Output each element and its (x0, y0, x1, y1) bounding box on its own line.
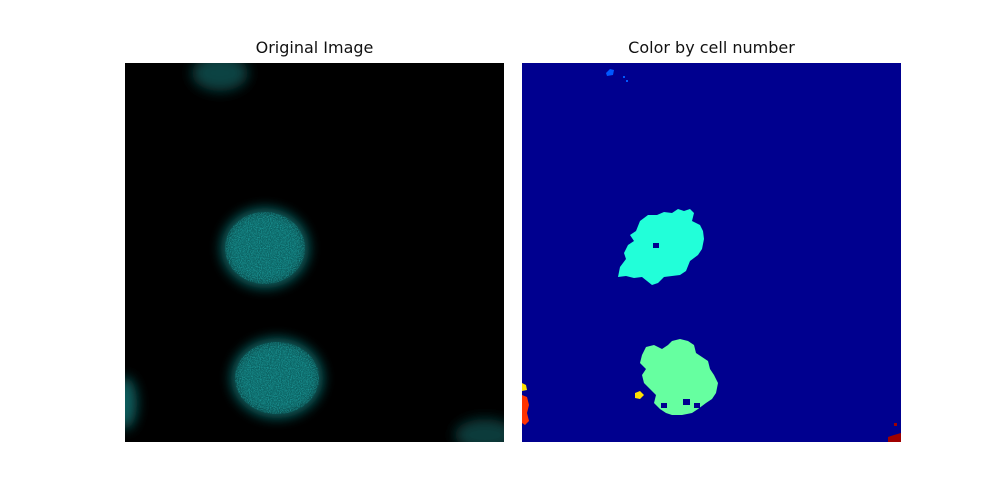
label-image-canvas (522, 63, 901, 442)
label-hole-2 (661, 403, 667, 408)
label-hole (653, 243, 659, 248)
cell-left-edge (125, 377, 137, 429)
label-speck-darkred (894, 423, 897, 426)
label-hole-3 (683, 399, 690, 405)
original-image-canvas (125, 63, 504, 442)
label-speck-blue (623, 76, 625, 78)
label-cell-cyan (618, 209, 704, 285)
label-cell-yellow-edge (522, 383, 527, 391)
cell-lower (231, 338, 323, 418)
original-image-title: Original Image (255, 38, 374, 57)
label-cell-green (640, 339, 718, 415)
label-image (522, 63, 901, 442)
label-cell-darkred (888, 433, 901, 442)
cell-middle (221, 208, 309, 288)
cell-number-title: Color by cell number (628, 38, 795, 57)
label-hole-4 (694, 403, 700, 408)
label-cell-blue (606, 69, 614, 76)
original-image (125, 63, 504, 442)
label-cell-yellow (635, 391, 644, 399)
cell-top-faint (192, 63, 248, 91)
label-cell-red (522, 395, 529, 425)
label-speck-blue-2 (626, 80, 628, 82)
cell-bottom-right (455, 419, 504, 442)
